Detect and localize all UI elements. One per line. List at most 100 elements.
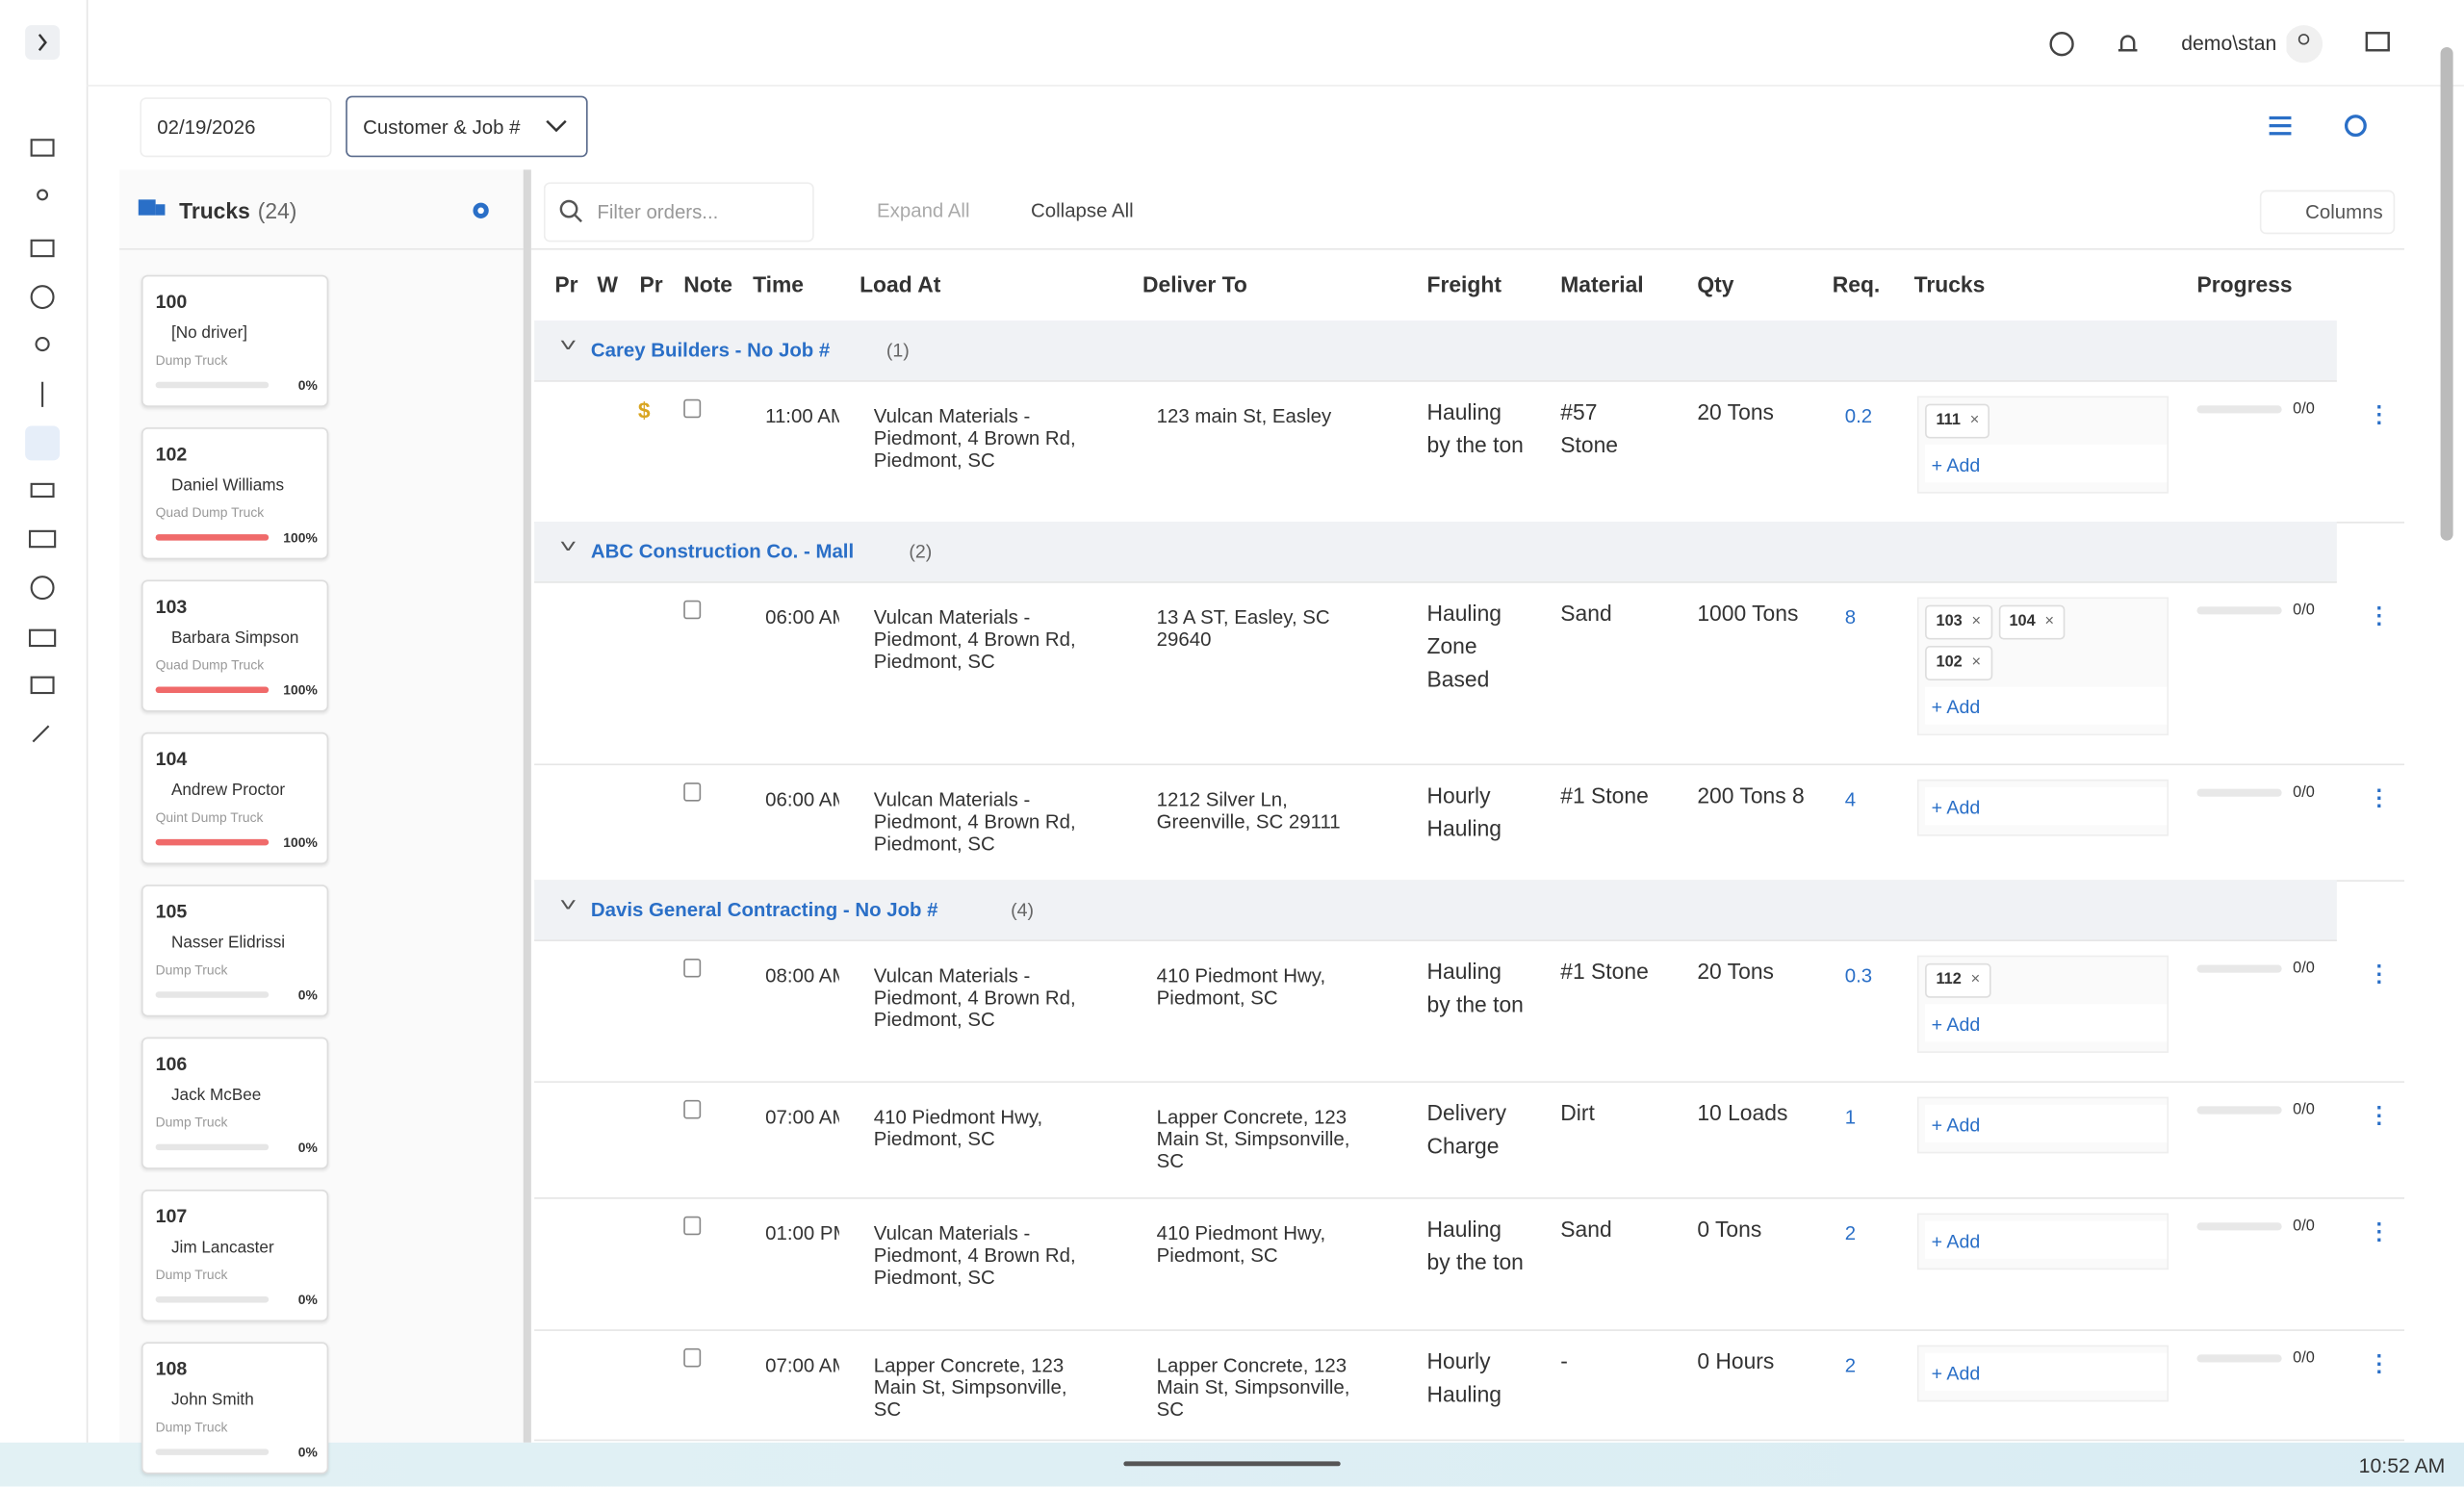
truck-type: Quint Dump Truck (155, 808, 264, 826)
add-truck[interactable]: + Add (1925, 686, 2168, 725)
progress: 0/0 (2293, 1218, 2315, 1236)
freight: Hauling by the ton (1426, 1216, 1524, 1275)
column-header: Req. (1832, 271, 1881, 297)
truck-chip[interactable]: 104 × (1998, 604, 2066, 640)
settings[interactable] (470, 199, 492, 221)
user-icons[interactable] (2286, 23, 2397, 64)
truck-type: Dump Truck (155, 961, 228, 978)
group-chevron: ˅ (559, 894, 578, 916)
add-truck[interactable]: + Add (1925, 1004, 2168, 1042)
row-menu: ... (2375, 947, 2382, 988)
load-at: Vulcan Materials - Piedmont, 4 Brown Rd,… (873, 1222, 1076, 1289)
truck-card[interactable]: 108 John Smith Dump Truck 0% (141, 1342, 329, 1474)
progress-track (2196, 964, 2282, 973)
truck-chip[interactable]: 102 × (1925, 646, 1992, 680)
user-name[interactable]: demo\stan (2181, 31, 2277, 56)
column-header: Note (683, 271, 733, 297)
column-header: Qty (1697, 271, 1734, 297)
req[interactable]: 1 (1844, 1106, 1857, 1129)
qty: 20 Tons (1697, 958, 1774, 985)
add-truck[interactable]: + Add (1925, 1352, 2168, 1391)
order-row: 07:00 AM Lapper Concrete, 123 Main St, Si… (534, 1329, 2405, 1442)
view-select[interactable]: Customer & Job # (346, 95, 588, 158)
date-picker[interactable]: 02/19/2026 (140, 97, 332, 158)
add-truck[interactable]: + Add (1925, 1220, 2168, 1259)
freight: Hourly Hauling (1426, 1347, 1502, 1407)
order-row: 06:00 AM Vulcan Materials - Piedmont, 4 B… (534, 581, 2405, 766)
panel-title: Trucks (179, 197, 250, 223)
expand-all[interactable]: Expand All (877, 199, 970, 222)
truck-count: (24) (257, 197, 297, 223)
deliver-to: 123 main St, Easley (1156, 405, 1332, 428)
progress-track (155, 991, 270, 998)
truck-id: 103 (155, 595, 188, 618)
deliver-to: Lapper Concrete, 123 Main St, Simpsonvil… (1156, 1354, 1350, 1421)
req[interactable]: 2 (1844, 1222, 1857, 1245)
truck-card[interactable]: 103 Barbara Simpson Quad Dump Truck 100% (141, 579, 329, 712)
req[interactable]: 0.3 (1844, 964, 1873, 987)
scrollbar[interactable] (2440, 46, 2453, 541)
truck-card[interactable]: 107 Jim Lancaster Dump Truck 0% (141, 1189, 329, 1322)
time: 07:00 AM (765, 1106, 839, 1129)
req[interactable]: 4 (1844, 788, 1857, 811)
collapse-all[interactable]: Collapse All (1031, 199, 1134, 222)
progress-track (2196, 1222, 2282, 1231)
add-truck[interactable]: + Add (1925, 786, 2168, 826)
column-header: Pr (554, 271, 578, 297)
progress: 0/0 (2293, 783, 2315, 802)
truck-card[interactable]: 104 Andrew Proctor Quint Dump Truck 100% (141, 731, 329, 864)
truck-chip[interactable]: 111 × (1925, 403, 1990, 439)
top-icons[interactable] (2047, 28, 2236, 60)
load-at: Vulcan Materials - Piedmont, 4 Brown Rd,… (873, 405, 1076, 472)
filter[interactable]: Filter orders... (543, 182, 814, 243)
time: 07:00 AM (765, 1354, 839, 1377)
top-bar: demo\stan (86, 0, 2464, 87)
req[interactable]: 0.2 (1844, 405, 1873, 428)
nav-icons (25, 25, 61, 743)
time: 11:00 AM (765, 405, 839, 428)
req[interactable]: 8 (1844, 606, 1857, 629)
deliver-to: 13 A ST, Easley, SC 29640 (1156, 606, 1330, 651)
deliver-to: 410 Piedmont Hwy, Piedmont, SC (1156, 964, 1326, 1010)
req[interactable]: 2 (1844, 1354, 1857, 1377)
truck-id: 105 (155, 900, 188, 923)
truck-card[interactable]: 105 Nasser Elidrissi Dump Truck 0% (141, 885, 329, 1017)
progress-track (155, 1295, 270, 1303)
toolbar-icons[interactable] (2263, 110, 2373, 141)
chips: 103 × 104 ×102 × (1925, 604, 2167, 687)
driver: Jack McBee (170, 1086, 262, 1105)
add-truck[interactable]: + Add (1925, 445, 2168, 483)
driver: Andrew Proctor (170, 781, 286, 801)
column-header: Progress (2196, 271, 2293, 297)
row-menu: ... (2375, 388, 2382, 429)
trucks-box: 111 × + Add (1916, 396, 2169, 494)
freight: Hauling by the ton (1426, 958, 1524, 1017)
add-truck[interactable]: + Add (1925, 1104, 2168, 1142)
truck-card[interactable]: 106 Jack McBee Dump Truck 0% (141, 1037, 329, 1169)
truck-id: 108 (155, 1357, 188, 1380)
material: Sand (1560, 600, 1612, 626)
freight: Hauling Zone Based (1426, 600, 1502, 692)
side-nav (0, 0, 89, 1443)
copy-icon (683, 1347, 702, 1368)
truck-id: 104 (155, 748, 188, 771)
truck-chip[interactable]: 112 × (1925, 962, 1991, 998)
material: #1 Stone (1560, 782, 1649, 808)
group-count: (2) (909, 540, 933, 563)
truck-card[interactable]: 102 Daniel Williams Quad Dump Truck 100% (141, 427, 329, 560)
qty: 200 Tons 8 (1697, 782, 1805, 808)
order-row: 08:00 AM Vulcan Materials - Piedmont, 4 B… (534, 939, 2405, 1083)
truck-type: Quad Dump Truck (155, 504, 265, 521)
load-at: Vulcan Materials - Piedmont, 4 Brown Rd,… (873, 606, 1076, 673)
chip-remove: × (1970, 971, 1981, 988)
group-name: Carey Builders - No Job # (590, 339, 831, 362)
columns-button[interactable]: Columns (2259, 190, 2396, 235)
splitter[interactable] (523, 169, 531, 1443)
progress-track (155, 686, 270, 694)
deliver-to: 410 Piedmont Hwy, Piedmont, SC (1156, 1222, 1326, 1267)
trucks-box: 103 × 104 ×102 × + Add (1916, 597, 2169, 736)
column-header: W (597, 271, 619, 297)
truck-type: Quad Dump Truck (155, 656, 265, 673)
truck-chip[interactable]: 103 × (1925, 604, 1992, 640)
truck-card[interactable]: 100 [No driver] Dump Truck 0% (141, 274, 329, 407)
